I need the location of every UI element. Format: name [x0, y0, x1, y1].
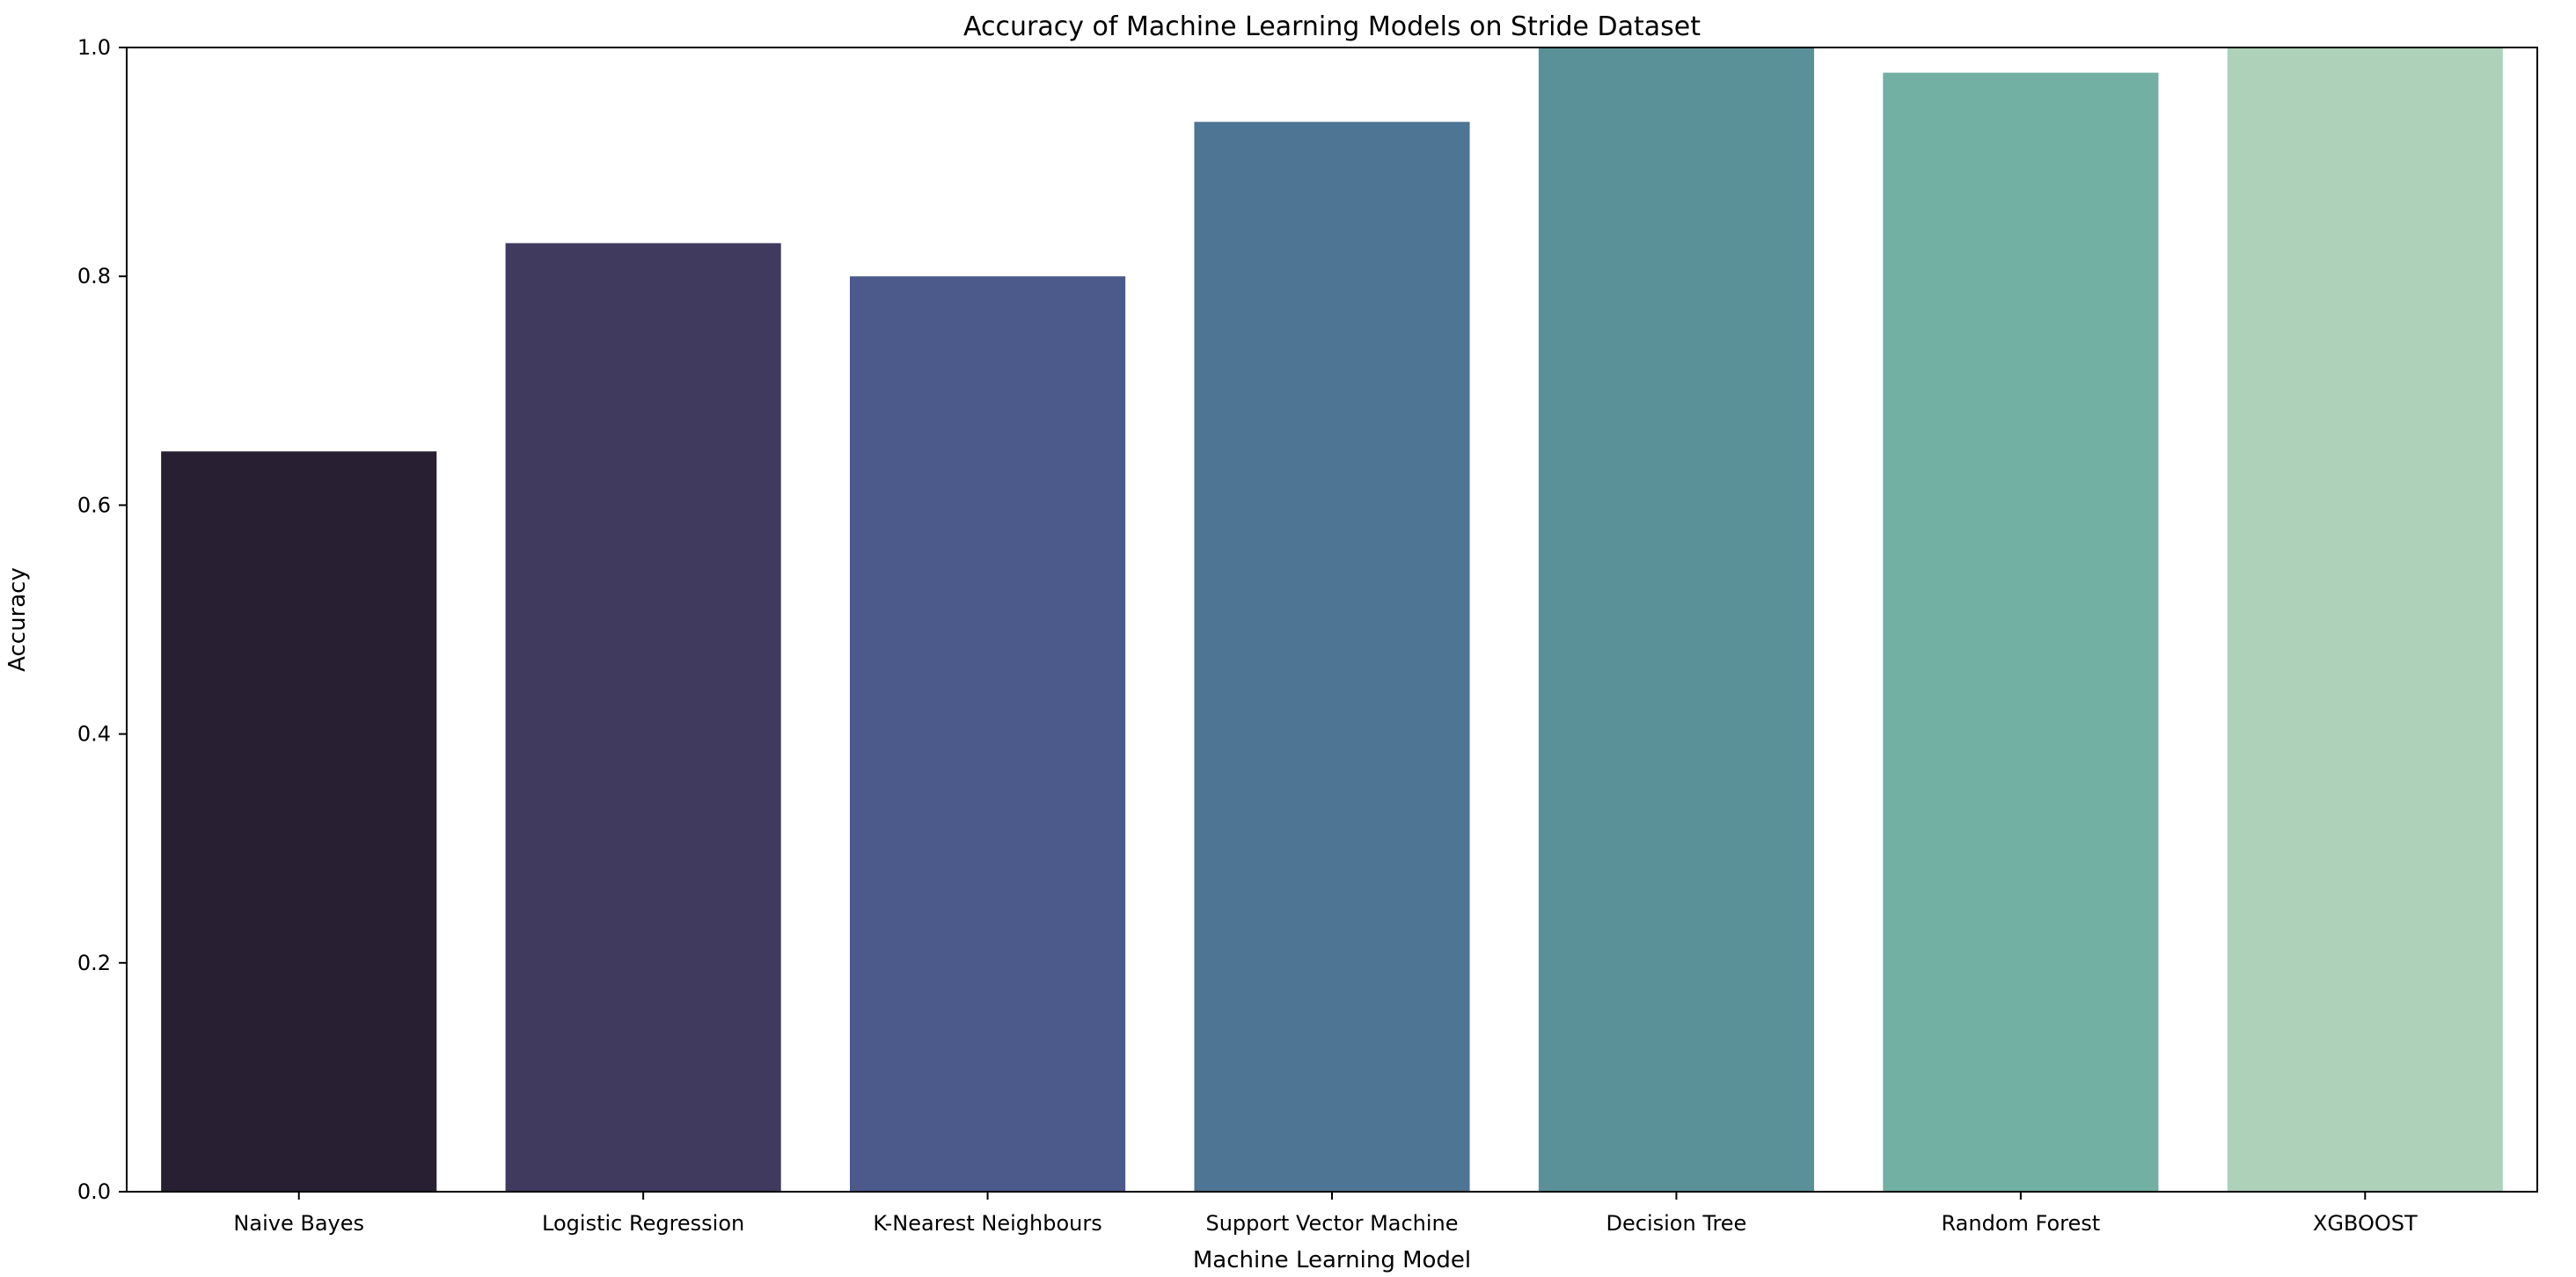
x-axis: Naive Bayes Logistic Regression K-Nearest …: [233, 1192, 2418, 1236]
x-tick-label: Logistic Regression: [542, 1211, 744, 1236]
y-tick-label: 0.4: [77, 722, 111, 747]
y-tick-label: 1.0: [77, 35, 111, 60]
x-axis-label: Machine Learning Model: [1193, 1247, 1471, 1273]
x-tick-label: Naive Bayes: [233, 1211, 364, 1236]
x-tick-label: K-Nearest Neighbours: [873, 1211, 1101, 1236]
bars-layer: [161, 47, 2503, 1193]
y-axis-label: Accuracy: [4, 567, 31, 672]
y-tick-label: 0.2: [77, 951, 111, 975]
y-tick-label: 0.6: [77, 493, 111, 517]
bar-naive-bayes: [161, 451, 437, 1192]
x-tick-label: Random Forest: [1942, 1211, 2101, 1236]
bar-random-forest: [1883, 72, 2159, 1193]
bar-decision-tree: [1538, 47, 1814, 1192]
bar-k-nearest-neighbours: [850, 276, 1126, 1193]
x-tick-label: XGBOOST: [2313, 1211, 2418, 1236]
x-tick-label: Support Vector Machine: [1205, 1211, 1458, 1236]
y-tick-label: 0.8: [77, 264, 111, 288]
y-tick-label: 0.0: [77, 1179, 111, 1204]
bar-support-vector-machine: [1194, 121, 1470, 1193]
x-tick-label: Decision Tree: [1606, 1211, 1747, 1236]
y-axis: 0.0 0.2 0.4 0.6 0.8 1.0: [77, 35, 127, 1204]
bar-xgboost: [2227, 47, 2503, 1192]
bar-logistic-regression: [505, 243, 781, 1193]
chart-title: Accuracy of Machine Learning Models on S…: [963, 11, 1701, 42]
